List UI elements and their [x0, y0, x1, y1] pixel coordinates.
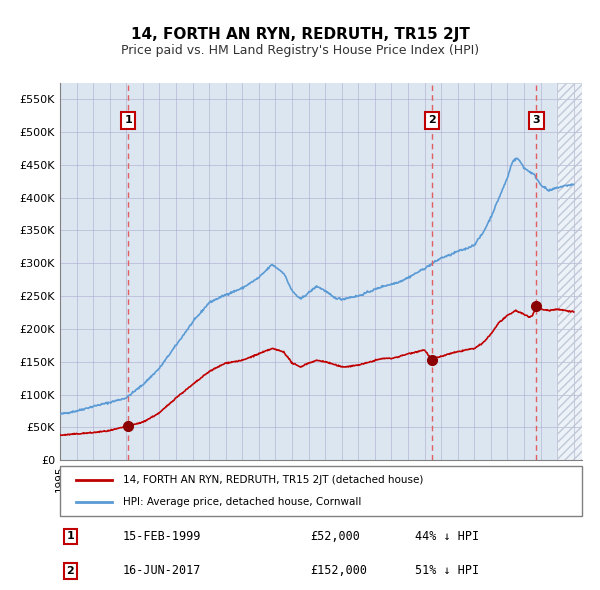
Text: 51% ↓ HPI: 51% ↓ HPI [415, 564, 479, 578]
Text: 1: 1 [124, 116, 132, 125]
Text: £152,000: £152,000 [311, 564, 368, 578]
Text: 44% ↓ HPI: 44% ↓ HPI [415, 530, 479, 543]
Text: HPI: Average price, detached house, Cornwall: HPI: Average price, detached house, Corn… [122, 497, 361, 507]
Text: 14, FORTH AN RYN, REDRUTH, TR15 2JT (detached house): 14, FORTH AN RYN, REDRUTH, TR15 2JT (det… [122, 475, 423, 485]
FancyBboxPatch shape [60, 466, 582, 516]
Text: Price paid vs. HM Land Registry's House Price Index (HPI): Price paid vs. HM Land Registry's House … [121, 44, 479, 57]
Text: 2: 2 [67, 566, 74, 576]
Text: £52,000: £52,000 [311, 530, 361, 543]
Text: 3: 3 [533, 116, 540, 125]
Text: 16-JUN-2017: 16-JUN-2017 [122, 564, 201, 578]
Text: 14, FORTH AN RYN, REDRUTH, TR15 2JT: 14, FORTH AN RYN, REDRUTH, TR15 2JT [131, 27, 469, 41]
Text: 15-FEB-1999: 15-FEB-1999 [122, 530, 201, 543]
Text: 2: 2 [428, 116, 436, 125]
Text: 1: 1 [67, 532, 74, 542]
